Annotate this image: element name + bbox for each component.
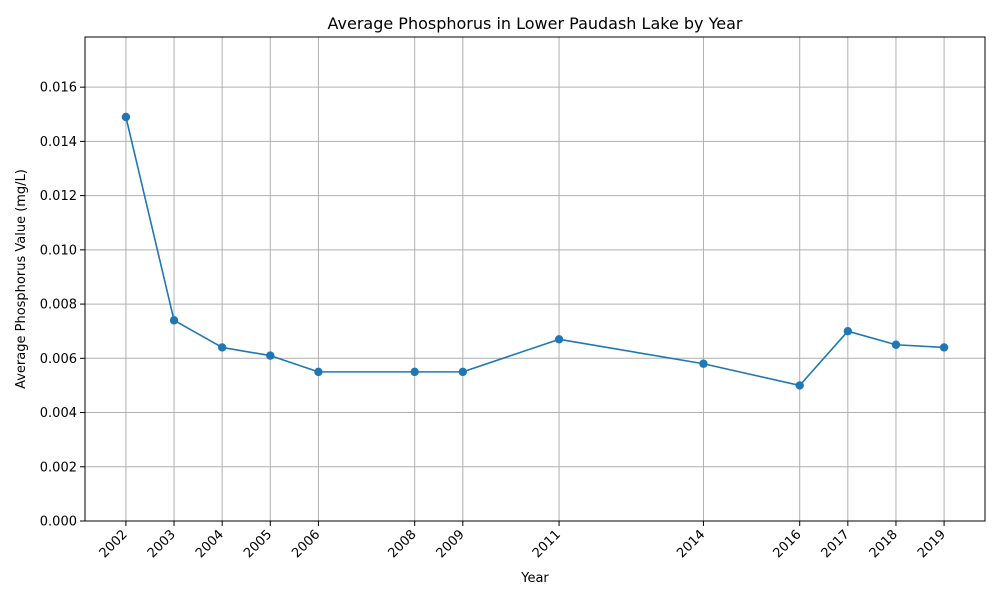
y-tick-label: 0.010 bbox=[40, 243, 77, 258]
data-point bbox=[217, 343, 227, 352]
data-point bbox=[843, 326, 853, 336]
chart-title: Average Phosphorus in Lower Paudash Lake… bbox=[328, 14, 743, 33]
x-tick-label: 2014 bbox=[674, 527, 708, 561]
data-point bbox=[458, 367, 468, 377]
data-point bbox=[169, 316, 179, 325]
x-tick-label: 2016 bbox=[771, 527, 805, 561]
x-tick-label: 2011 bbox=[530, 527, 564, 561]
y-tick-label: 0.012 bbox=[40, 189, 77, 204]
x-tick-label: 2018 bbox=[867, 527, 901, 561]
y-tick-label: 0.002 bbox=[40, 460, 77, 475]
x-tick-label: 2002 bbox=[97, 527, 131, 561]
y-tick-label: 0.000 bbox=[40, 515, 77, 530]
x-tick-label: 2003 bbox=[145, 527, 179, 561]
x-tick-label: 2017 bbox=[819, 527, 853, 561]
x-tick-label: 2005 bbox=[241, 527, 275, 561]
x-tick-label: 2004 bbox=[193, 527, 227, 561]
data-point bbox=[266, 351, 275, 360]
y-tick-label: 0.016 bbox=[40, 81, 77, 96]
data-points bbox=[121, 112, 949, 390]
x-tick-label: 2006 bbox=[289, 527, 323, 561]
y-tick-label: 0.008 bbox=[40, 298, 77, 313]
y-axis-label: Average Phosphorus Value (mg/L) bbox=[14, 169, 29, 389]
plot-frame bbox=[84, 36, 986, 522]
y-axis-ticks: 0.000 0.002 0.004 0.006 0.008 0.010 0.012 0.014… bbox=[40, 81, 85, 530]
data-point bbox=[410, 367, 419, 377]
y-tick-label: 0.006 bbox=[40, 352, 77, 367]
data-point bbox=[121, 112, 131, 122]
data-point bbox=[891, 340, 901, 349]
x-tick-label: 2009 bbox=[434, 527, 468, 561]
data-point bbox=[699, 359, 708, 368]
x-tick-label: 2019 bbox=[915, 527, 949, 561]
data-point bbox=[554, 335, 564, 344]
x-axis-label: Year bbox=[520, 571, 549, 586]
data-point bbox=[795, 381, 804, 390]
data-point bbox=[314, 367, 323, 377]
x-tick-label: 2008 bbox=[386, 527, 420, 561]
y-tick-label: 0.004 bbox=[40, 406, 77, 421]
y-tick-label: 0.014 bbox=[40, 135, 77, 150]
data-point bbox=[939, 343, 949, 352]
plot-area-background bbox=[85, 37, 985, 521]
x-axis-ticks: 2002 2003 2004 2005 2006 2008 2009 2011 2014 2016… bbox=[97, 521, 949, 561]
